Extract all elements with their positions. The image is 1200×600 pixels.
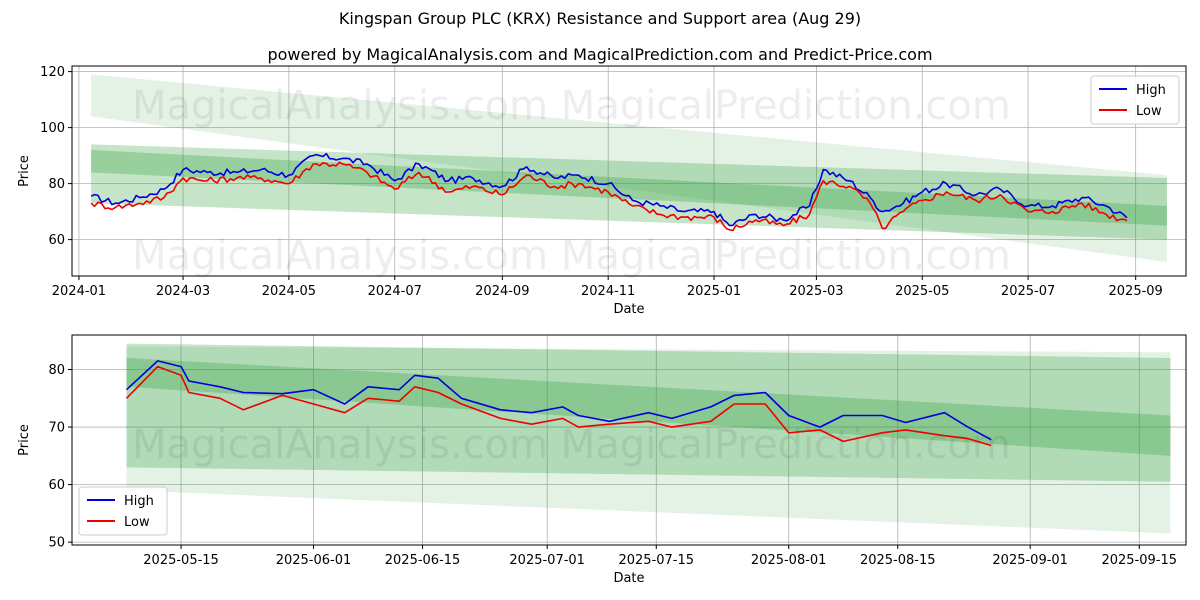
x-axis-label: Date: [613, 302, 644, 317]
y-tick-label: 100: [40, 121, 65, 136]
x-tick-label: 2025-07: [1001, 284, 1055, 299]
x-tick-label: 2025-05-15: [143, 553, 219, 568]
band-area: [126, 346, 1171, 534]
series-line-low: [125, 365, 992, 447]
legend-label-low: Low: [1136, 104, 1162, 119]
x-tick-label: 2025-07-01: [509, 553, 585, 568]
y-tick-label: 120: [40, 65, 65, 80]
series-line-high: [125, 360, 992, 441]
x-tick-label: 2025-06-01: [276, 553, 352, 568]
y-tick-label: 60: [48, 478, 65, 493]
y-axis-label: Price: [17, 155, 32, 187]
y-tick-label: 60: [48, 233, 65, 248]
x-tick-label: 2025-09-01: [992, 553, 1068, 568]
x-tick-label: 2025-06-15: [385, 553, 461, 568]
legend-label-high: High: [1136, 83, 1166, 98]
watermark: MagicalAnalysis.com MagicalPrediction.co…: [132, 422, 1011, 468]
x-axis-label: Date: [613, 571, 644, 586]
x-tick-label: 2025-08-15: [860, 553, 936, 568]
top-chart: MagicalAnalysis.com MagicalPrediction.co…: [17, 65, 1187, 317]
legend-label-low: Low: [124, 515, 150, 530]
legend: High Low: [1090, 75, 1180, 125]
y-tick-label: 80: [48, 363, 65, 378]
axes-frame: [71, 65, 1187, 277]
x-tick-label: 2024-07: [368, 284, 422, 299]
bottom-chart: MagicalAnalysis.com MagicalPrediction.co…: [17, 334, 1187, 586]
x-tick-label: 2025-03: [789, 284, 843, 299]
legend: High Low: [78, 486, 168, 536]
y-tick-label: 70: [48, 421, 65, 436]
axes-frame: [71, 334, 1187, 546]
watermark: MagicalAnalysis.com MagicalPrediction.co…: [132, 233, 1011, 279]
x-tick-label: 2024-03: [156, 284, 210, 299]
watermark: MagicalAnalysis.com MagicalPrediction.co…: [132, 83, 1011, 129]
series-line-low: [90, 161, 1128, 232]
x-tick-label: 2024-09: [475, 284, 529, 299]
y-tick-label: 50: [48, 536, 65, 551]
x-tick-label: 2025-08-01: [751, 553, 827, 568]
x-tick-label: 2024-11: [581, 284, 635, 299]
chart-title: Kingspan Group PLC (KRX) Resistance and …: [338, 9, 862, 28]
y-tick-label: 80: [48, 177, 65, 192]
x-tick-label: 2024-01: [52, 284, 106, 299]
legend-label-high: High: [124, 494, 154, 509]
x-tick-label: 2025-05: [895, 284, 949, 299]
series-line-high: [90, 152, 1128, 227]
x-tick-label: 2025-01: [687, 284, 741, 299]
x-tick-label: 2025-09-15: [1101, 553, 1177, 568]
x-tick-label: 2025-09: [1109, 284, 1163, 299]
x-tick-label: 2025-07-15: [618, 553, 694, 568]
x-tick-label: 2024-05: [262, 284, 316, 299]
band-area: [126, 358, 1171, 456]
chart-subtitle: powered by MagicalAnalysis.com and Magic…: [267, 45, 933, 64]
y-axis-label: Price: [17, 424, 32, 456]
